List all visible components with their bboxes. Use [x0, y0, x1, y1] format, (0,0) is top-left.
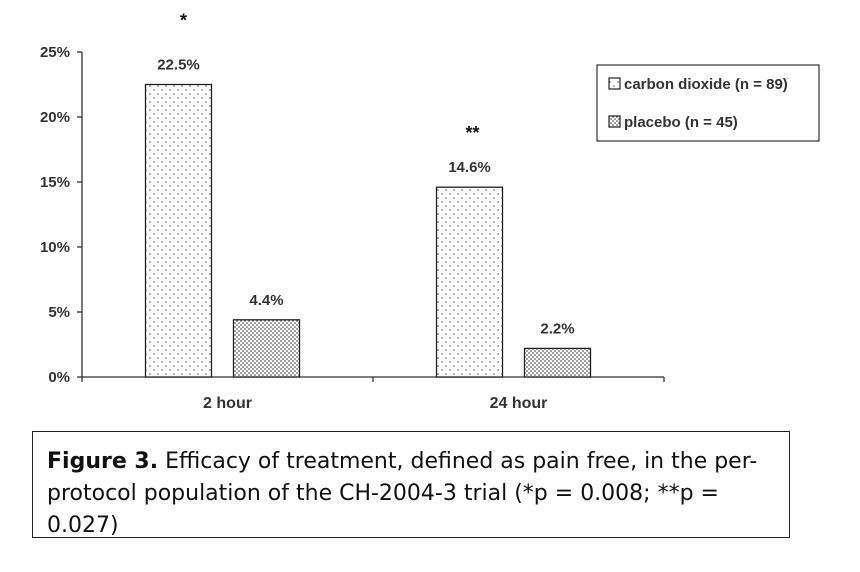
- figure-caption-text: Efficacy of treatment, defined as pain f…: [47, 449, 758, 538]
- y-tick-label: 15%: [40, 174, 70, 191]
- legend-swatch-placebo: [608, 115, 621, 128]
- y-tick-label: 25%: [40, 44, 70, 61]
- data-labels: 22.5% * 4.4% 14.6% ** 2.2%: [157, 11, 574, 338]
- y-tick-label: 5%: [48, 304, 70, 321]
- bar-value-label: 2.2%: [540, 320, 574, 337]
- y-tick-label: 0%: [48, 369, 70, 386]
- figure-caption: Figure 3. Efficacy of treatment, defined…: [32, 431, 790, 538]
- bar-carbon-dioxide: [144, 83, 213, 378]
- y-tick-label: 10%: [40, 239, 70, 256]
- legend: carbon dioxide (n = 89) placebo (n = 45): [596, 64, 820, 142]
- legend-box: [596, 64, 820, 142]
- bar-placebo: [523, 347, 592, 378]
- legend-label-placebo: placebo (n = 45): [624, 114, 738, 131]
- significance-marker: **: [465, 123, 479, 143]
- bars: [144, 83, 592, 378]
- bar-chart: 0% 5% 10% 15% 20% 25% 2 hour 24 hour 22.5% * 4.4%…: [40, 11, 820, 412]
- bar-value-label: 22.5%: [157, 57, 200, 74]
- x-category-label: 2 hour: [203, 395, 252, 412]
- bar-placebo: [232, 319, 301, 378]
- legend-label-carbon-dioxide: carbon dioxide (n = 89): [624, 76, 788, 93]
- bar-carbon-dioxide: [435, 186, 504, 378]
- bar-value-label: 4.4%: [249, 292, 283, 309]
- significance-marker: *: [180, 11, 187, 31]
- bar-value-label: 14.6%: [448, 159, 491, 176]
- legend-swatch-carbon-dioxide: [608, 77, 621, 90]
- figure-caption-label: Figure 3.: [47, 449, 159, 474]
- x-category-label: 24 hour: [490, 395, 548, 412]
- y-tick-label: 20%: [40, 109, 70, 126]
